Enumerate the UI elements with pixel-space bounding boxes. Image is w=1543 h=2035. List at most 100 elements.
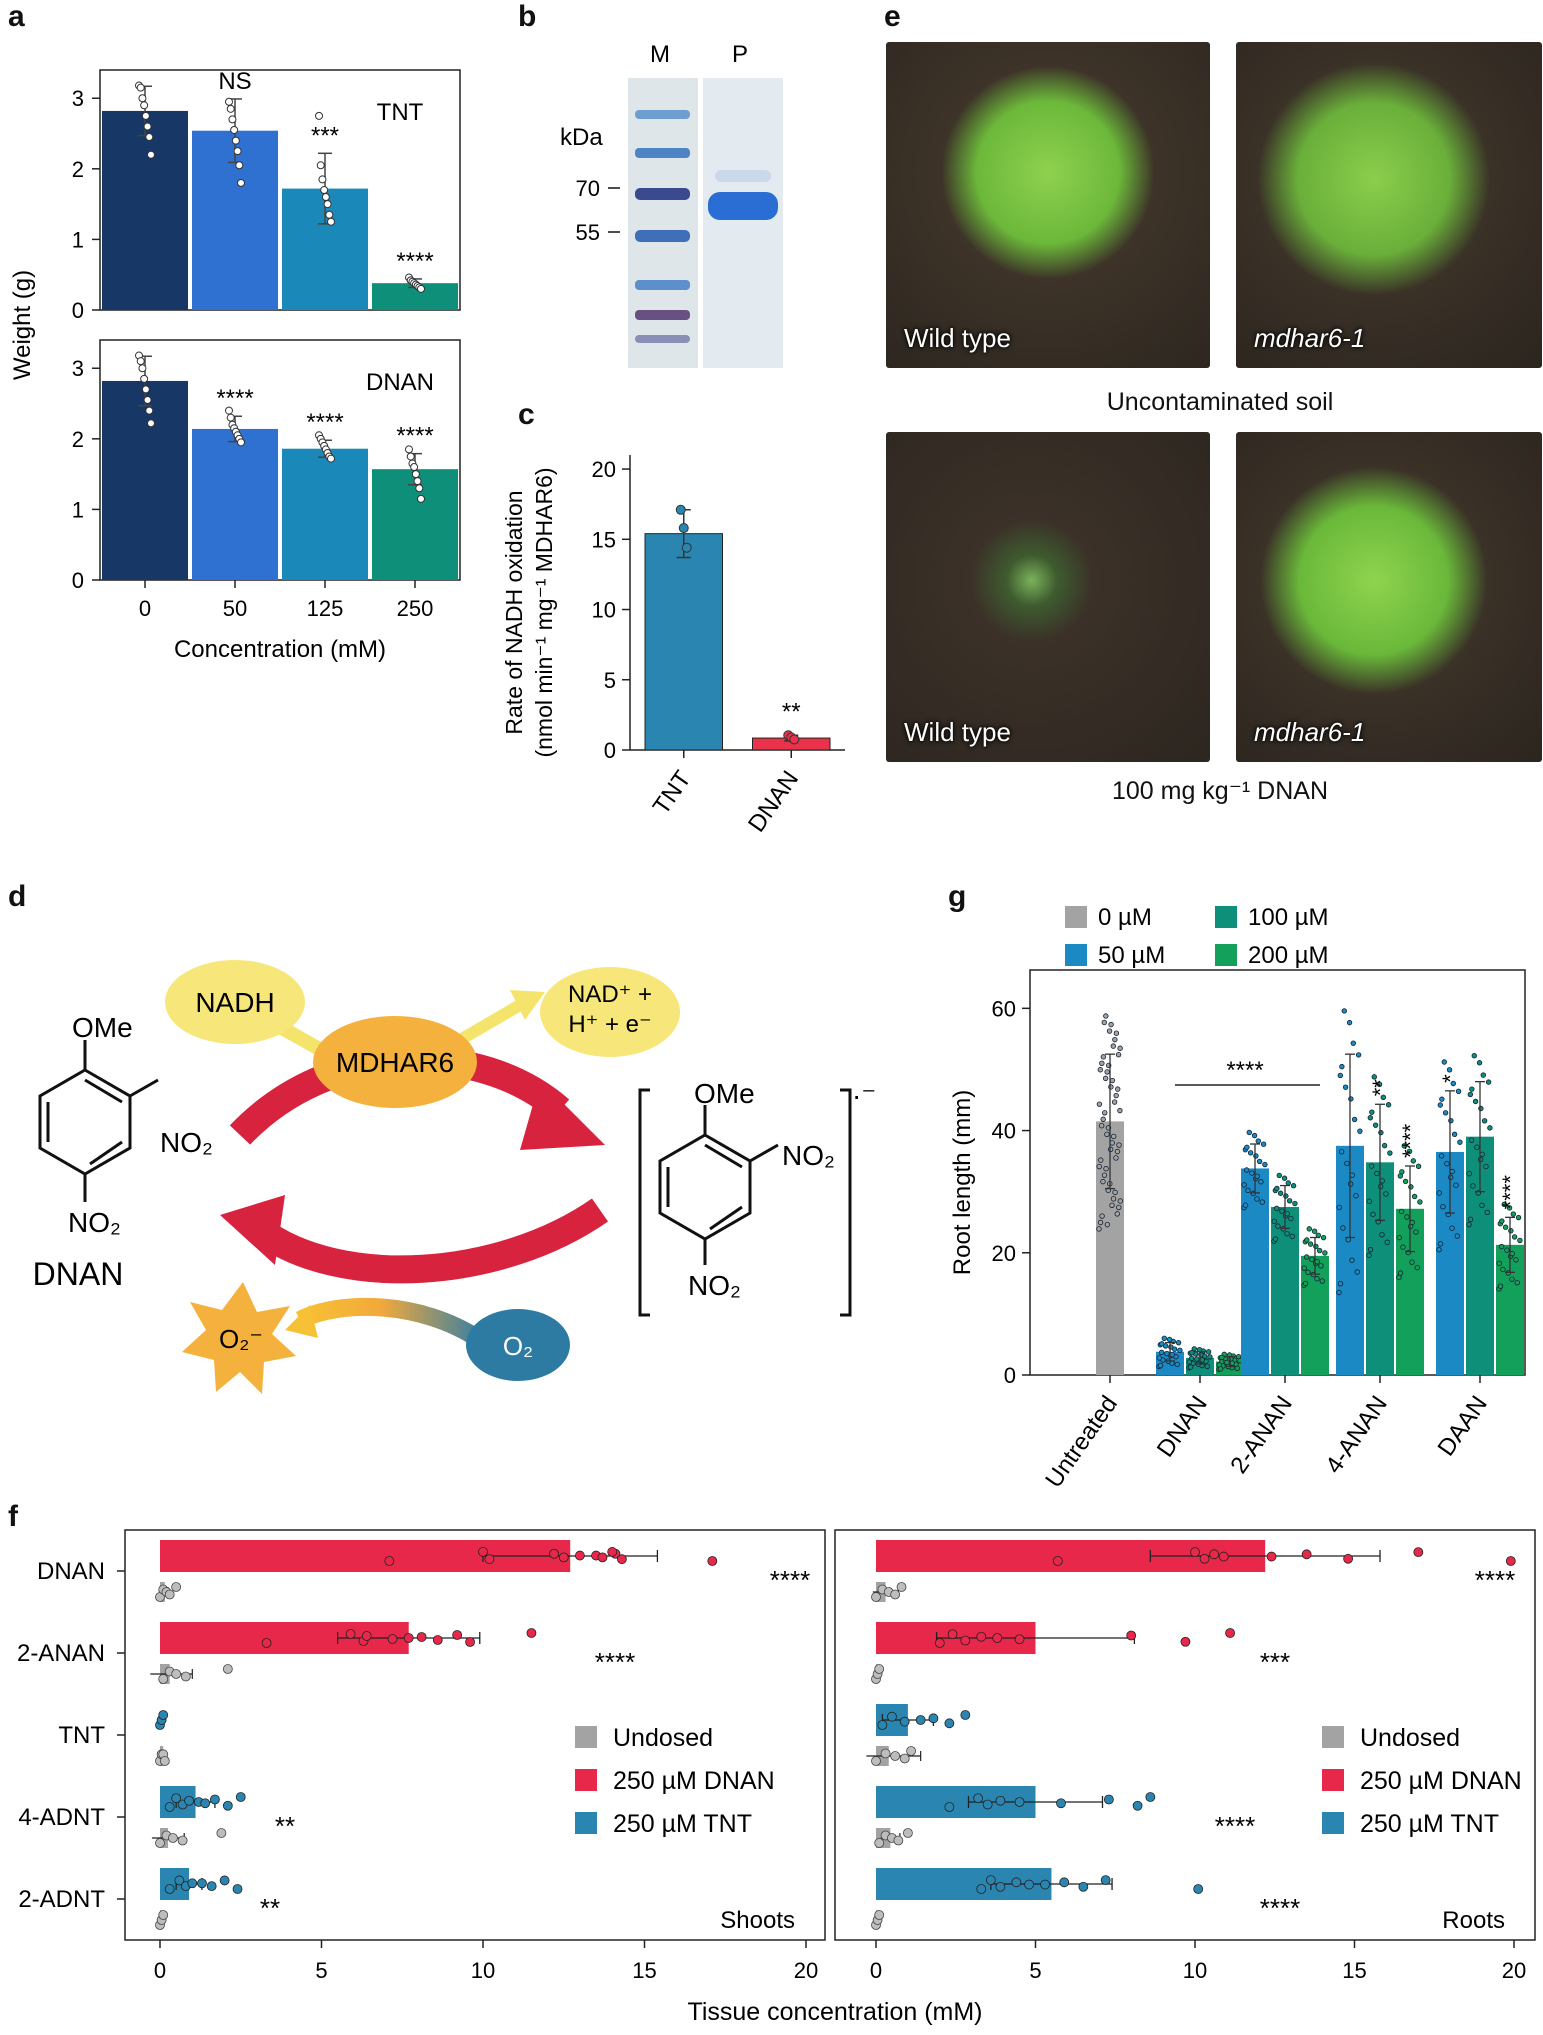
data-point — [934, 1638, 945, 1648]
panel-label-a: a — [8, 0, 25, 33]
legend-swatch — [1322, 1812, 1344, 1834]
gel-image: M P kDa 70 55 — [560, 41, 783, 368]
data-point — [1249, 1170, 1255, 1176]
significance-label: **** — [216, 385, 253, 412]
data-point — [432, 1635, 443, 1645]
data-point — [318, 175, 327, 184]
y-tick-label: 2 — [72, 427, 84, 452]
data-point — [1284, 1230, 1290, 1237]
data-point — [206, 1881, 217, 1892]
y-tick-label: 20 — [992, 1241, 1016, 1266]
data-point — [893, 1835, 904, 1846]
bar-TNT — [644, 533, 723, 751]
data-point — [1367, 1115, 1374, 1121]
y-tick-label: 1 — [72, 497, 84, 522]
data-point — [1098, 1122, 1105, 1129]
data-point — [1350, 1040, 1356, 1046]
superoxide-label: O₂⁻ — [219, 1324, 263, 1354]
data-point — [1467, 1091, 1474, 1098]
plot-frame — [124, 1529, 826, 1941]
data-point — [140, 374, 149, 383]
data-point — [1509, 1276, 1515, 1282]
data-point — [387, 1634, 398, 1644]
data-point — [1466, 1170, 1472, 1177]
data-point — [1341, 1008, 1347, 1014]
y-tick-label: 3 — [72, 356, 84, 381]
data-point — [678, 523, 689, 534]
data-point — [1100, 1875, 1111, 1886]
data-point — [187, 1878, 198, 1889]
nadh-rate-chart: 0 5 10 15 20 TNT ** DNAN Rate of NADH oxidation(… — [501, 455, 845, 837]
data-point — [1116, 1204, 1122, 1211]
data-point — [171, 1582, 182, 1592]
dnan-radical-structure — [638, 1088, 852, 1317]
significance-label: **** — [1260, 1893, 1300, 1923]
data-point — [1254, 1196, 1260, 1202]
data-point — [417, 494, 425, 503]
data-point — [141, 385, 150, 394]
data-point — [1014, 1797, 1025, 1807]
data-point — [1108, 1084, 1114, 1090]
oxygen-ellipse — [466, 1309, 570, 1381]
data-point — [235, 1792, 246, 1802]
data-point — [222, 1664, 233, 1674]
data-point — [1311, 1228, 1318, 1234]
data-point — [1242, 1202, 1249, 1208]
bracket-significance-label: **** — [1226, 1057, 1263, 1084]
data-point — [226, 104, 235, 113]
x-tick-label: 15 — [1342, 1958, 1366, 1983]
data-point — [1377, 1183, 1384, 1190]
data-point — [1103, 1166, 1109, 1172]
data-point — [1040, 1879, 1050, 1890]
data-point — [323, 200, 332, 209]
data-point — [1348, 1096, 1354, 1102]
significance-label: **** — [396, 248, 433, 275]
faint-band — [715, 170, 771, 182]
y-tick-label: 0 — [72, 568, 84, 593]
data-point — [1207, 1354, 1213, 1360]
data-point — [1415, 1163, 1422, 1170]
data-point — [1378, 1129, 1384, 1136]
data-point — [158, 1710, 169, 1720]
panel-label-c: c — [518, 398, 535, 431]
no2-label-para: NO₂ — [68, 1207, 121, 1238]
data-point — [171, 1669, 182, 1679]
oxygen-label: O₂ — [503, 1331, 533, 1361]
data-point — [899, 1753, 910, 1764]
data-point — [416, 1632, 427, 1642]
data-point — [1256, 1158, 1263, 1165]
data-point — [321, 193, 330, 202]
data-point — [1374, 1170, 1380, 1177]
data-point — [1245, 1187, 1251, 1194]
data-point — [1247, 1150, 1254, 1156]
data-point — [403, 1633, 414, 1643]
data-point — [1450, 1080, 1456, 1087]
legend-swatch — [575, 1769, 597, 1791]
x-tick-label: 250 — [397, 596, 434, 621]
data-point — [1370, 1211, 1376, 1218]
data-point — [1101, 1019, 1107, 1026]
data-point — [1098, 1157, 1104, 1163]
data-point — [1347, 1181, 1354, 1187]
data-point — [1380, 1094, 1386, 1101]
significance-label: **** — [306, 409, 343, 436]
significance-label: **** — [595, 1647, 635, 1677]
data-point — [1384, 1239, 1390, 1245]
data-point — [1401, 1143, 1407, 1149]
root-length-chart: 0 20 40 60 Root length (mm) 0 µM 100 µM 50 µM 20… — [949, 904, 1526, 1493]
legend-label: Undosed — [613, 1724, 713, 1752]
data-point — [232, 1884, 243, 1894]
oxidation-arrow — [251, 1198, 609, 1284]
legend-swatch — [1215, 944, 1237, 966]
photo-caption: Wild type — [904, 717, 1011, 747]
data-point — [1404, 1214, 1410, 1220]
y-tick-label: 2-ADNT — [18, 1886, 105, 1913]
data-point — [1283, 1193, 1289, 1199]
data-point — [1271, 1218, 1277, 1225]
data-point — [174, 1875, 185, 1886]
nadh-label: NADH — [195, 987, 274, 1018]
data-point — [1437, 1102, 1444, 1108]
data-point — [261, 1638, 272, 1648]
radical-no2-ortho: NO₂ — [782, 1140, 835, 1171]
data-point — [1483, 1163, 1489, 1170]
